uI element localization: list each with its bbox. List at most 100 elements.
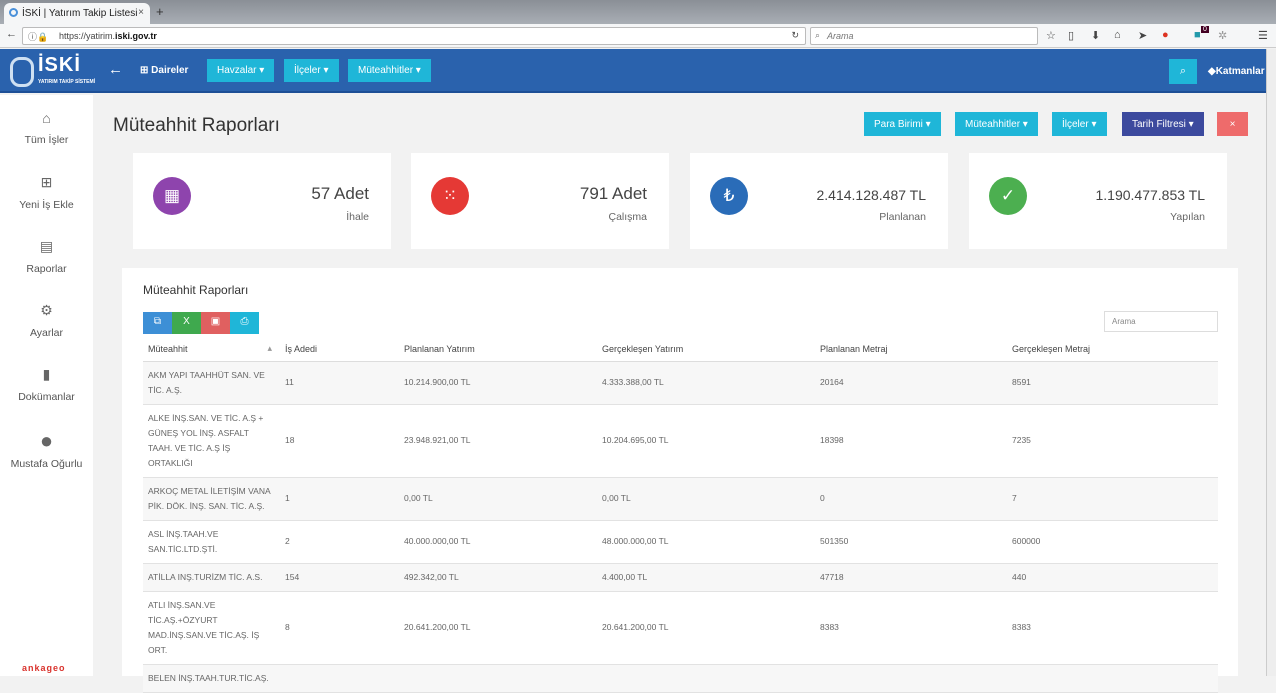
close-tab-icon[interactable]: × bbox=[138, 7, 144, 18]
table-cell: 4.333.388,00 TL bbox=[597, 361, 815, 405]
table-cell: 20.641.200,00 TL bbox=[597, 591, 815, 665]
label: Yeni İş Ekle bbox=[19, 199, 74, 211]
column-header[interactable]: Gerçekleşen Metraj bbox=[1007, 338, 1218, 362]
download-icon[interactable]: ⬇ bbox=[1091, 30, 1101, 42]
back-icon[interactable]: ← bbox=[6, 28, 17, 40]
table-search-input[interactable]: Arama bbox=[1104, 311, 1218, 332]
sidebar-item-tum-isler[interactable]: ⌂ Tüm İşler bbox=[0, 110, 93, 146]
table-cell: 47718 bbox=[815, 563, 1007, 592]
muteahhitler-filter[interactable]: Müteahhitler ▾ bbox=[955, 112, 1038, 136]
favicon-icon bbox=[9, 8, 18, 17]
app-header: İSKİ YATIRIM TAKİP SİSTEMİ ← ⊞ Daireler H… bbox=[0, 49, 1276, 93]
reload-icon[interactable]: ↻ bbox=[791, 30, 799, 40]
tab-title: İSKİ | Yatırım Takip Listesi bbox=[22, 8, 138, 19]
browser-search[interactable]: ⌕ Arama bbox=[810, 27, 1038, 45]
gear-icon: ⚙ bbox=[40, 302, 53, 318]
user-icon: ● bbox=[39, 428, 54, 453]
browser-tab[interactable]: İSKİ | Yatırım Takip Listesi × bbox=[4, 3, 150, 24]
table-row[interactable]: ATLI İNŞ.SAN.VE TİC.AŞ.+ÖZYURT MAD.İNŞ.S… bbox=[143, 591, 1218, 665]
muteahhitler-dropdown[interactable]: Müteahhitler ▾ bbox=[348, 59, 431, 82]
stat-card-ihale: ▦ 57 Adet İhale bbox=[133, 153, 391, 249]
search-icon: ⌕ bbox=[815, 30, 821, 40]
daireler-link[interactable]: ⊞ Daireler bbox=[140, 65, 189, 76]
ilceler-dropdown[interactable]: İlçeler ▾ bbox=[284, 59, 339, 82]
table-cell: 154 bbox=[280, 563, 399, 592]
table-row[interactable]: ASL İNŞ.TAAH.VE SAN.TİC.LTD.ŞTİ. 2 40.000.… bbox=[143, 520, 1218, 564]
tarih-filtresi-dropdown[interactable]: Tarih Filtresi ▾ bbox=[1122, 112, 1204, 136]
adblock-icon[interactable]: ● bbox=[1162, 29, 1169, 41]
katmanlar-button[interactable]: ◆Katmanlar bbox=[1208, 66, 1265, 77]
stat-card-calisma: ⁙ 791 Adet Çalışma bbox=[411, 153, 669, 249]
copy-button[interactable]: ⧉ bbox=[143, 312, 172, 334]
document-icon: ▮ bbox=[42, 366, 51, 382]
table-cell: 0,00 TL bbox=[597, 477, 815, 521]
home-icon[interactable]: ⌂ bbox=[1114, 29, 1121, 41]
table-cell: 20.641.200,00 TL bbox=[399, 591, 597, 665]
table-row[interactable]: BELEN İNŞ.TAAH.TUR.TİC.AŞ. bbox=[143, 664, 1218, 693]
new-tab-button[interactable]: + bbox=[156, 4, 164, 19]
table-cell: ATLI İNŞ.SAN.VE TİC.AŞ.+ÖZYURT MAD.İNŞ.S… bbox=[143, 591, 280, 665]
send-icon[interactable]: ➤ bbox=[1138, 30, 1148, 42]
info-lock-icon: ⓘ🔒 bbox=[28, 32, 49, 42]
column-header[interactable]: Planlanan Yatırım bbox=[399, 338, 597, 362]
report-title: Müteahhit Raporları bbox=[143, 283, 249, 297]
table-cell: 48.000.000,00 TL bbox=[597, 520, 815, 564]
label: İlçeler bbox=[294, 65, 321, 76]
sidebar-item-user[interactable]: ● Mustafa Oğurlu bbox=[0, 428, 93, 470]
table-cell: ARKOÇ METAL İLETİŞİM VANA PİK. DÖK. İNŞ.… bbox=[143, 477, 280, 521]
address-bar[interactable]: ⓘ🔒 https://yatirim.iski.gov.tr ↻ bbox=[22, 27, 806, 45]
clipboard-icon[interactable]: ▯ bbox=[1068, 30, 1075, 42]
table-cell: ALKE İNŞ.SAN. VE TİC. A.Ş + GÜNEŞ YOL İN… bbox=[143, 404, 280, 478]
stat-card-planlanan: ₺ 2.414.128.487 TL Planlanan bbox=[690, 153, 948, 249]
table-cell: 11 bbox=[280, 361, 399, 405]
table-row[interactable]: ALKE İNŞ.SAN. VE TİC. A.Ş + GÜNEŞ YOL İN… bbox=[143, 404, 1218, 478]
scrollbar[interactable] bbox=[1266, 49, 1276, 676]
sidebar-item-raporlar[interactable]: ▤ Raporlar bbox=[0, 238, 93, 275]
table-cell bbox=[597, 664, 815, 693]
column-header[interactable]: Müteahhit ▴ bbox=[143, 338, 280, 362]
excel-export-button[interactable]: X bbox=[172, 312, 201, 334]
bar-chart-icon: ▤ bbox=[39, 238, 54, 254]
column-header[interactable]: İş Adedi bbox=[280, 338, 399, 362]
table-cell: 501350 bbox=[815, 520, 1007, 564]
table-cell: 492.342,00 TL bbox=[399, 563, 597, 592]
label: Ayarlar bbox=[29, 327, 64, 339]
column-header[interactable]: Planlanan Metraj bbox=[815, 338, 1007, 362]
label: Mustafa Oğurlu bbox=[10, 458, 83, 470]
sidebar-item-ayarlar[interactable]: ⚙ Ayarlar bbox=[0, 302, 93, 339]
para-birimi-dropdown[interactable]: Para Birimi ▾ bbox=[864, 112, 941, 136]
sidebar-item-yeni-is-ekle[interactable]: ⊞ Yeni İş Ekle bbox=[0, 174, 93, 211]
stat-label: Yapılan bbox=[1170, 211, 1205, 223]
pdf-export-button[interactable]: ▣ bbox=[201, 312, 230, 334]
clear-filters-button[interactable]: × bbox=[1217, 112, 1248, 136]
sort-icon[interactable]: ▴ bbox=[267, 343, 272, 353]
havzalar-dropdown[interactable]: Havzalar ▾ bbox=[207, 59, 275, 82]
search-button[interactable]: ⌕ bbox=[1169, 59, 1197, 84]
extension-badge: 0 bbox=[1201, 26, 1209, 33]
puzzle-icon[interactable]: ✲ bbox=[1218, 30, 1228, 42]
label: Tüm İşler bbox=[24, 134, 69, 146]
bookmark-star-icon[interactable]: ☆ bbox=[1046, 30, 1056, 42]
table-row[interactable]: AKM YAPI TAAHHÜT SAN. VE TİC. A.Ş. 11 10.2… bbox=[143, 361, 1218, 405]
back-arrow-icon[interactable]: ← bbox=[108, 61, 123, 78]
menu-icon[interactable]: ☰ bbox=[1258, 30, 1268, 42]
table-cell: 18 bbox=[280, 404, 399, 478]
table-cell bbox=[280, 664, 399, 693]
sidebar-item-dokumanlar[interactable]: ▮ Dokümanlar bbox=[0, 366, 93, 403]
table-cell bbox=[399, 664, 597, 693]
ankageo-logo: ankageo bbox=[22, 663, 66, 673]
ilceler-filter[interactable]: İlçeler ▾ bbox=[1052, 112, 1107, 136]
stat-value: 57 Adet bbox=[311, 184, 369, 203]
url-domain: iski.gov.tr bbox=[115, 31, 157, 41]
label: Katmanlar bbox=[1215, 66, 1265, 77]
page-title: Müteahhit Raporları bbox=[113, 115, 280, 136]
table-row[interactable]: ATİLLA INŞ.TURİZM TİC. A.S. 154 492.342,00… bbox=[143, 563, 1218, 592]
column-header[interactable]: Gerçekleşen Yatırım bbox=[597, 338, 815, 362]
daireler-label: Daireler bbox=[151, 65, 189, 76]
extension-icon[interactable]: ■ bbox=[1194, 29, 1201, 41]
stat-card-yapilan: ✓ 1.190.477.853 TL Yapılan bbox=[969, 153, 1227, 249]
table-cell: 8591 bbox=[1007, 361, 1218, 405]
stat-label: Planlanan bbox=[879, 211, 926, 223]
print-button[interactable]: ⎙ bbox=[230, 312, 259, 334]
table-row[interactable]: ARKOÇ METAL İLETİŞİM VANA PİK. DÖK. İNŞ.… bbox=[143, 477, 1218, 521]
